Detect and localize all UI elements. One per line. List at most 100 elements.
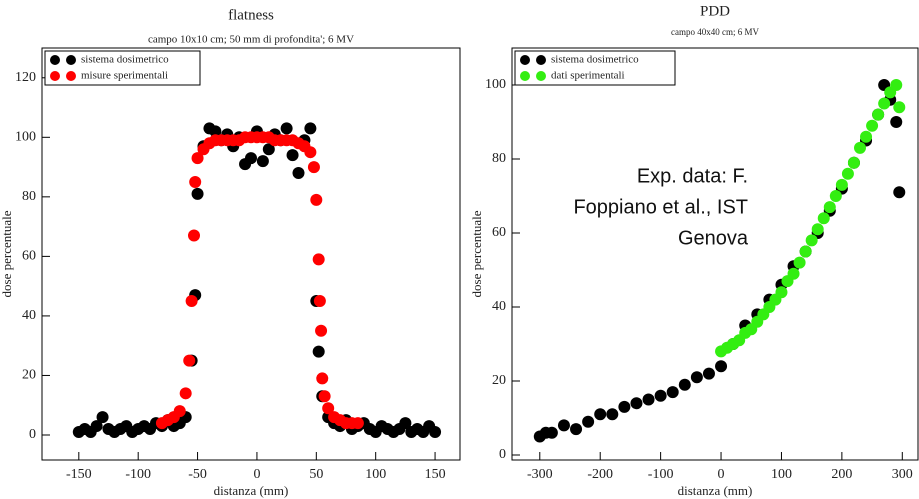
data-point [304, 146, 317, 159]
data-point [96, 411, 109, 424]
data-point [847, 156, 860, 169]
legend-marker [536, 55, 546, 65]
legend-label: misure sperimentali [81, 70, 168, 82]
legend-marker [66, 55, 76, 65]
data-point [829, 190, 842, 203]
annotation: Exp. data: F. [637, 165, 748, 187]
legend-label: sistema dosimetrico [551, 54, 639, 66]
data-point [310, 193, 323, 206]
data-point [286, 149, 299, 162]
data-point [702, 367, 715, 380]
x-tick-label: 0 [253, 467, 260, 482]
data-point [307, 161, 320, 174]
data-point [185, 295, 198, 308]
data-point [654, 389, 667, 402]
y-tick-label: 60 [22, 249, 36, 264]
x-tick-label: 0 [718, 467, 725, 482]
data-point [666, 386, 679, 399]
y-tick-label: 60 [492, 225, 506, 240]
y-tick-label: 80 [22, 189, 36, 204]
data-point [90, 420, 103, 433]
data-point [209, 125, 222, 138]
y-tick-label: 20 [492, 373, 506, 388]
data-point [823, 201, 836, 214]
data-point [854, 141, 866, 154]
data-point [316, 372, 329, 385]
x-tick-label: -300 [527, 467, 553, 482]
y-tick-label: 100 [15, 130, 36, 145]
data-point [690, 371, 703, 384]
y-tick-label: 40 [492, 299, 506, 314]
data-point [678, 378, 691, 391]
legend-marker [50, 71, 60, 81]
data-point [399, 417, 412, 430]
data-point [630, 397, 643, 410]
data-point [557, 419, 570, 432]
y-axis-label: dose percentuale [469, 210, 484, 297]
data-point [191, 187, 204, 200]
data-point [878, 97, 891, 110]
x-tick-label: 150 [425, 467, 446, 482]
data-point [817, 212, 830, 225]
x-tick-label: -100 [648, 467, 674, 482]
data-point [351, 417, 364, 430]
data-point [805, 234, 818, 247]
x-axis-label: distanza (mm) [678, 483, 753, 498]
data-point [811, 223, 824, 236]
chart-title: flatness [228, 7, 274, 23]
legend: sistema dosimetrico dati sperimentali [514, 50, 676, 86]
data-point [642, 393, 655, 406]
data-point [890, 79, 903, 92]
x-tick-label: 200 [831, 467, 852, 482]
legend-marker [520, 71, 530, 81]
y-tick-label: 0 [29, 427, 36, 442]
plot-frame [511, 47, 919, 461]
y-tick-label: 120 [15, 70, 36, 85]
y-axis-label: dose percentuale [0, 210, 14, 297]
data-point [318, 390, 331, 403]
data-point [312, 253, 325, 266]
data-point [315, 324, 328, 337]
data-point [582, 415, 595, 428]
x-tick-label: 100 [771, 467, 792, 482]
y-tick-label: 20 [22, 368, 36, 383]
data-point [594, 408, 607, 421]
legend-label: dati sperimentali [551, 70, 625, 82]
x-axis-label: distanza (mm) [214, 483, 289, 498]
y-tick-label: 40 [22, 308, 36, 323]
data-point [262, 143, 275, 156]
legend-marker [520, 55, 530, 65]
data-point [893, 186, 906, 199]
y-tick-label: 80 [492, 151, 506, 166]
legend-marker [50, 55, 60, 65]
data-point [866, 119, 879, 132]
data-point [304, 122, 317, 135]
data-point [893, 101, 906, 114]
x-tick-label: -100 [125, 467, 151, 482]
chart-title: PDD [700, 3, 730, 19]
y-tick-label: 100 [485, 77, 506, 92]
data-point [793, 256, 806, 269]
legend-marker [536, 71, 546, 81]
data-point [775, 286, 788, 299]
data-point [313, 295, 326, 308]
x-tick-label: -200 [587, 467, 613, 482]
data-point [545, 426, 558, 439]
chart-subtitle: campo 40x40 cm; 6 MV [671, 27, 759, 37]
legend-label: sistema dosimetrico [81, 54, 169, 66]
legend-marker [66, 71, 76, 81]
annotation: Foppiano et al., IST [573, 196, 748, 218]
x-tick-label: 300 [892, 467, 913, 482]
data-point [256, 155, 269, 168]
data-point [292, 167, 305, 180]
data-point [183, 354, 196, 367]
data-point [890, 116, 903, 129]
y-tick-label: 0 [499, 447, 506, 462]
data-point [835, 178, 848, 191]
data-point [280, 122, 293, 135]
x-tick-label: 50 [309, 467, 323, 482]
x-tick-label: 100 [365, 467, 386, 482]
data-point [173, 405, 186, 418]
data-point [188, 229, 200, 242]
